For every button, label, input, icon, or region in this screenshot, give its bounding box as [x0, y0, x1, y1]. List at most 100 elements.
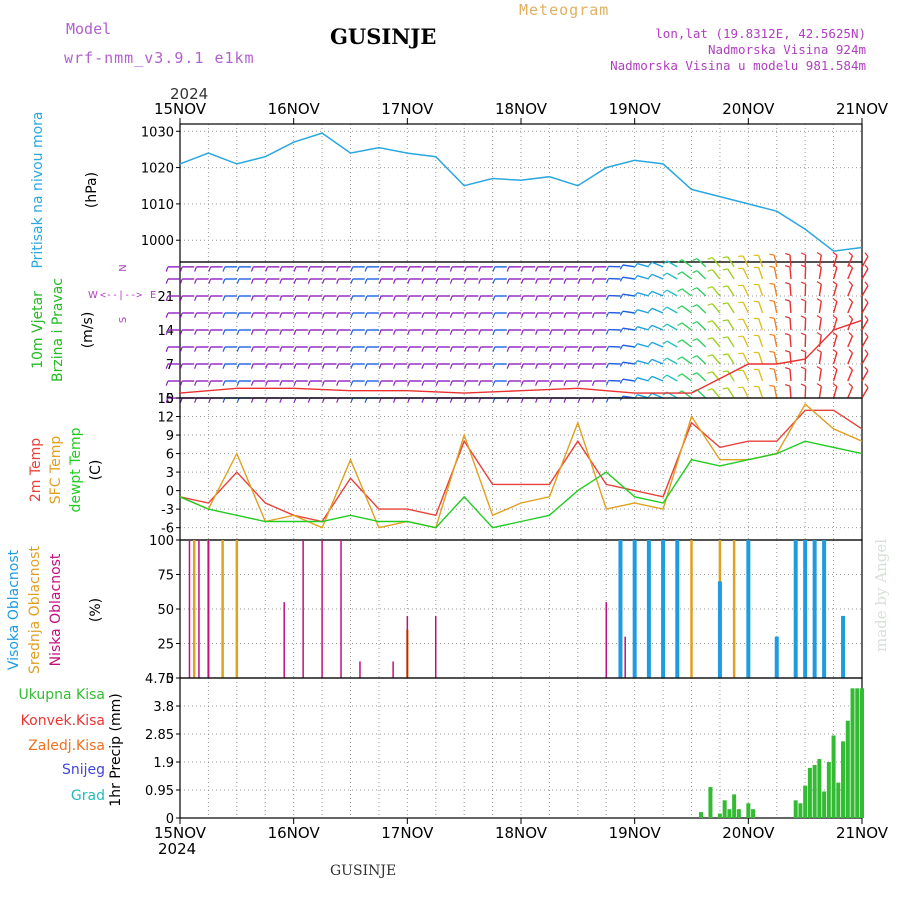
- wind-barb-flag: [464, 363, 467, 369]
- wind-barb-flag: [633, 292, 638, 298]
- wind-barb-flag: [407, 380, 411, 386]
- precip-bar: [807, 767, 812, 818]
- wind-barb-flag: [506, 397, 510, 403]
- wind-barb-flag: [279, 346, 283, 352]
- wind-barb-flag: [563, 329, 567, 335]
- wind-barb-flag: [222, 329, 226, 335]
- wind-barb-flag: [848, 281, 853, 286]
- wind-barb-flag: [250, 312, 254, 318]
- wind-barb-flag: [492, 329, 496, 335]
- wind-barb: [818, 369, 822, 382]
- wind-barb-flag: [520, 278, 524, 284]
- wind-barb: [758, 267, 764, 280]
- wind-barb: [681, 322, 692, 331]
- wind-barb-flag: [336, 363, 340, 369]
- wind-barb-flag: [848, 315, 853, 320]
- cloud-axis-unit: (%): [88, 598, 104, 622]
- wind-barb-flag: [435, 295, 439, 301]
- wind-barb-flag: [449, 380, 453, 386]
- wind-barb-flag: [378, 278, 382, 284]
- precip-bar: [860, 688, 864, 818]
- wind-barb: [681, 271, 692, 280]
- y-tick-label: 25: [157, 638, 174, 653]
- wind-barb-flag: [208, 397, 212, 403]
- wind-barb-flag: [435, 380, 439, 386]
- wind-barb-flag: [307, 329, 311, 335]
- wind-barb-flag: [816, 251, 822, 256]
- wind-barb-flag: [832, 331, 838, 336]
- y-tick-label: 0: [166, 485, 174, 500]
- wind-barb: [818, 267, 822, 280]
- wind-barb: [666, 374, 678, 382]
- wind-barb-flag: [800, 383, 806, 387]
- wind-barb: [711, 269, 721, 280]
- wind-barb-flag: [535, 266, 538, 272]
- wind-barb-flag: [506, 312, 510, 318]
- wind-barb-flag: [520, 266, 524, 272]
- wind-barb-flag: [662, 260, 668, 265]
- wind-barb-flag: [279, 295, 283, 301]
- wind-barb-flag: [279, 397, 283, 403]
- wind-barb: [637, 275, 650, 280]
- wind-barb-flag: [722, 268, 728, 271]
- wind-barb-flag: [194, 346, 197, 352]
- wind-barb-flag: [648, 375, 653, 381]
- wind-barb-flag: [179, 295, 183, 301]
- wind-barb-flag: [677, 322, 683, 326]
- wind-barb-flag: [848, 251, 853, 257]
- wind-barb-flag: [492, 278, 496, 284]
- wind-barb: [832, 318, 838, 331]
- wind-barb-flag: [449, 329, 453, 335]
- wind-barb: [818, 352, 822, 365]
- low-cloud-bar: [359, 661, 361, 678]
- wind-barb-flag: [864, 264, 869, 269]
- wind-barb: [696, 389, 707, 399]
- wind-barb: [666, 272, 678, 280]
- wind-barb-flag: [692, 270, 698, 274]
- wind-barb-flag: [392, 295, 396, 301]
- wind-barb: [742, 318, 749, 331]
- wind-barb: [832, 301, 838, 314]
- wind-barb: [832, 284, 838, 297]
- wind-barb: [742, 352, 749, 365]
- wind-barb: [758, 284, 764, 297]
- wind-barb-flag: [194, 278, 197, 284]
- wind-barb: [818, 318, 822, 331]
- wind-barb-flag: [633, 377, 638, 383]
- precip-bar: [850, 688, 855, 818]
- wind-barb: [727, 387, 735, 399]
- wind-barb-flag: [194, 363, 197, 369]
- wind-barb-flag: [549, 295, 553, 301]
- wind-barb: [622, 264, 635, 268]
- wind-barb-flag: [364, 397, 368, 403]
- wind-barb-flag: [591, 329, 595, 335]
- pressure-series-line: [179, 132, 863, 252]
- wind-barb-flag: [392, 346, 396, 352]
- wind-barb: [637, 309, 650, 314]
- wind-barb-flag: [662, 306, 668, 311]
- wind-barb-flag: [407, 363, 411, 369]
- wind-barb-flag: [179, 380, 183, 386]
- wind-barb-flag: [449, 363, 453, 369]
- wind-barb-flag: [785, 333, 791, 336]
- wind-barb-flag: [785, 350, 791, 353]
- wind-barb: [773, 301, 778, 314]
- wind-barb-flag: [321, 329, 325, 335]
- wind-barb-flag: [848, 298, 853, 303]
- wind-barb: [696, 287, 707, 297]
- wind-barb-flag: [208, 266, 212, 272]
- wind-barb-flag: [707, 269, 713, 272]
- y-tick-label: 0.95: [145, 784, 174, 799]
- temperature-panel: -6 -3 0 3 6 9 12 15: [157, 392, 863, 541]
- wind-barb-flag: [864, 349, 869, 354]
- wind-barb-flag: [577, 278, 581, 284]
- wind-barb: [711, 354, 721, 365]
- wind-barb-flag: [236, 295, 240, 301]
- wind-barb: [727, 256, 735, 268]
- legend-total-rain: Ukupna Kisa: [18, 687, 105, 703]
- y-tick-label: 21: [157, 290, 174, 305]
- wind-barb-flag: [208, 380, 212, 386]
- wind-barb-flag: [208, 346, 212, 352]
- wind-barb-flag: [577, 312, 581, 318]
- wind-barb: [622, 344, 635, 348]
